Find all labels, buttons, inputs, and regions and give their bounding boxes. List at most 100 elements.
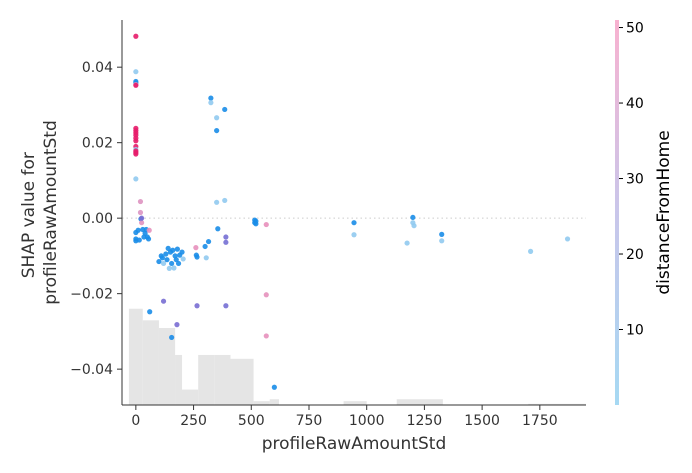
data-point-41 bbox=[164, 257, 170, 263]
data-point-83 bbox=[271, 384, 277, 390]
x-tick-label-1: 250 bbox=[180, 413, 207, 429]
y-tick-label-4: 0.04 bbox=[82, 60, 113, 76]
colorbar-tick-label-3: 40 bbox=[626, 96, 644, 112]
data-point-22 bbox=[136, 237, 142, 243]
histogram-bar-9 bbox=[269, 399, 279, 405]
data-point-54 bbox=[180, 256, 186, 262]
data-point-60 bbox=[194, 254, 200, 260]
data-point-39 bbox=[160, 260, 167, 267]
data-point-11 bbox=[133, 138, 139, 144]
histogram-bar-4 bbox=[182, 389, 199, 405]
histogram bbox=[128, 308, 586, 405]
y-tick-label-2: 0.00 bbox=[82, 211, 113, 227]
data-point-23 bbox=[137, 198, 144, 205]
histogram-bar-2 bbox=[158, 328, 176, 405]
data-point-92 bbox=[527, 248, 534, 254]
data-point-55 bbox=[160, 298, 167, 304]
x-tick-label-7: 1750 bbox=[522, 413, 558, 429]
data-point-67 bbox=[214, 115, 220, 121]
data-point-5 bbox=[133, 82, 139, 88]
data-point-91 bbox=[439, 238, 445, 244]
colorbar-gradient bbox=[615, 20, 619, 405]
x-tick-label-0: 0 bbox=[131, 413, 140, 429]
data-point-45 bbox=[169, 260, 175, 267]
histogram-bar-5 bbox=[198, 354, 215, 405]
data-point-65 bbox=[208, 95, 214, 101]
data-point-40 bbox=[163, 251, 169, 257]
data-point-75 bbox=[223, 303, 229, 309]
data-point-57 bbox=[174, 322, 180, 328]
x-tick-label-6: 1500 bbox=[464, 413, 500, 429]
data-point-21 bbox=[135, 227, 141, 233]
data-point-64 bbox=[205, 238, 212, 245]
x-tick-label-3: 750 bbox=[296, 413, 323, 429]
data-point-87 bbox=[410, 214, 416, 221]
axes: 0 250 500 750 1000 1250 1500 1750 −0.04 −0.02 0.00… bbox=[70, 20, 586, 429]
histogram-bar-3 bbox=[175, 354, 183, 405]
colorbar-tick-label-2: 30 bbox=[626, 172, 644, 188]
colorbar-tick-label-0: 10 bbox=[626, 323, 644, 339]
data-point-72 bbox=[222, 197, 228, 204]
colorbar-tick-label-1: 20 bbox=[626, 247, 644, 263]
data-point-36 bbox=[156, 258, 162, 265]
data-point-69 bbox=[214, 199, 220, 205]
data-point-0 bbox=[133, 33, 139, 39]
data-point-56 bbox=[169, 334, 175, 341]
y-axis-label-line-1: SHAP value for bbox=[19, 152, 39, 278]
data-point-85 bbox=[351, 232, 357, 238]
data-point-62 bbox=[202, 243, 208, 250]
data-point-71 bbox=[222, 106, 228, 113]
colorbar: 10 20 30 40 50 bbox=[615, 20, 644, 405]
histogram-bar-6 bbox=[214, 354, 231, 405]
data-point-35 bbox=[147, 309, 153, 315]
data-point-84 bbox=[351, 220, 357, 226]
x-tick-label-2: 500 bbox=[238, 413, 265, 429]
data-point-1 bbox=[133, 69, 139, 75]
y-tick-label-0: −0.04 bbox=[70, 362, 113, 378]
data-point-86 bbox=[404, 240, 410, 246]
data-point-43 bbox=[166, 265, 172, 271]
data-point-49 bbox=[173, 257, 179, 263]
data-point-27 bbox=[139, 215, 145, 221]
data-point-89 bbox=[411, 223, 417, 229]
histogram-bar-11 bbox=[396, 399, 443, 405]
histogram-bar-12 bbox=[528, 403, 586, 405]
x-tick-label-5: 1250 bbox=[407, 413, 443, 429]
y-tick-label-3: 0.02 bbox=[82, 136, 113, 152]
data-point-66 bbox=[208, 100, 214, 106]
histogram-bar-7 bbox=[230, 358, 254, 405]
data-point-33 bbox=[145, 236, 152, 242]
colorbar-tick-label-4: 50 bbox=[626, 21, 644, 37]
data-point-93 bbox=[564, 236, 571, 242]
data-point-42 bbox=[165, 245, 171, 251]
histogram-bar-0 bbox=[128, 308, 143, 405]
data-point-80 bbox=[263, 221, 269, 228]
data-point-46 bbox=[170, 247, 176, 253]
y-axis-label-line-2: profileRawAmountStd bbox=[41, 120, 61, 305]
histogram-bar-10 bbox=[343, 401, 367, 405]
data-point-16 bbox=[133, 151, 139, 157]
histogram-bar-8 bbox=[253, 401, 270, 405]
data-point-81 bbox=[263, 292, 269, 298]
x-axis-label: profileRawAmountStd bbox=[262, 434, 447, 454]
y-axis-label: SHAP value for profileRawAmountStd bbox=[19, 120, 61, 305]
data-point-17 bbox=[133, 176, 139, 182]
data-point-53 bbox=[179, 249, 185, 255]
data-point-63 bbox=[203, 255, 209, 261]
colorbar-label: distanceFromHome bbox=[654, 130, 674, 294]
data-point-38 bbox=[159, 255, 165, 261]
histogram-bar-1 bbox=[142, 320, 159, 405]
data-point-24 bbox=[137, 209, 144, 216]
x-tick-label-4: 1000 bbox=[349, 413, 385, 429]
y-tick-label-1: −0.02 bbox=[70, 287, 113, 303]
scatter-points bbox=[133, 33, 571, 390]
data-point-68 bbox=[214, 127, 220, 134]
data-point-73 bbox=[223, 234, 229, 240]
data-point-47 bbox=[171, 265, 177, 271]
data-point-61 bbox=[194, 303, 200, 309]
data-point-90 bbox=[439, 231, 445, 237]
data-point-51 bbox=[175, 260, 182, 267]
data-point-26 bbox=[139, 220, 145, 226]
data-point-70 bbox=[215, 226, 221, 232]
